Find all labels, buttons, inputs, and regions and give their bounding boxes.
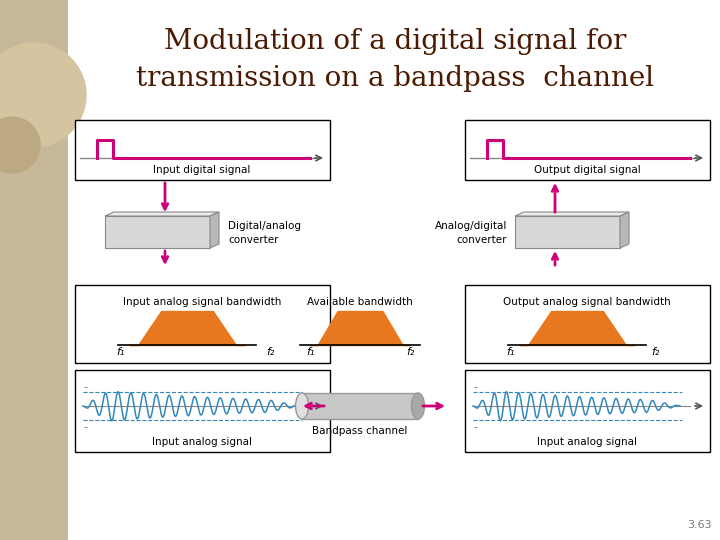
- Bar: [465, 370, 710, 452]
- Text: f₂: f₂: [406, 347, 414, 357]
- Circle shape: [0, 117, 40, 173]
- Polygon shape: [105, 216, 210, 248]
- Text: converter: converter: [456, 235, 507, 245]
- Text: Input analog signal: Input analog signal: [537, 437, 637, 447]
- Text: Available bandwidth: Available bandwidth: [307, 297, 413, 307]
- Polygon shape: [210, 212, 219, 248]
- Text: Bandpass channel: Bandpass channel: [312, 426, 408, 436]
- Circle shape: [0, 43, 86, 147]
- Text: transmission on a bandpass  channel: transmission on a bandpass channel: [136, 65, 654, 92]
- Text: f₁: f₁: [116, 347, 124, 357]
- Text: -: -: [473, 382, 477, 392]
- Text: converter: converter: [228, 235, 279, 245]
- Text: Output analog signal bandwidth: Output analog signal bandwidth: [503, 297, 671, 307]
- Text: f₂: f₂: [651, 347, 660, 357]
- Ellipse shape: [295, 393, 308, 419]
- Bar: [75, 120, 330, 180]
- Text: 3.63: 3.63: [688, 520, 712, 530]
- Text: -: -: [83, 422, 87, 432]
- Bar: [465, 285, 710, 363]
- Text: Input analog signal: Input analog signal: [152, 437, 252, 447]
- Text: f₁: f₁: [506, 347, 514, 357]
- Polygon shape: [105, 212, 219, 216]
- Text: Modulation of a digital signal for: Modulation of a digital signal for: [164, 28, 626, 55]
- Bar: [0, 0, 68, 540]
- Bar: [465, 120, 710, 180]
- Text: f₁: f₁: [306, 347, 314, 357]
- Text: Output digital signal: Output digital signal: [534, 165, 640, 175]
- Text: -: -: [473, 422, 477, 432]
- Text: Input digital signal: Input digital signal: [153, 165, 251, 175]
- Ellipse shape: [412, 393, 425, 419]
- Text: f₂: f₂: [266, 347, 274, 357]
- Text: -: -: [83, 382, 87, 392]
- Polygon shape: [515, 212, 629, 216]
- Bar: [302, 393, 418, 419]
- Text: Input analog signal bandwidth: Input analog signal bandwidth: [123, 297, 282, 307]
- Bar: [75, 285, 330, 363]
- Bar: [75, 370, 330, 452]
- Polygon shape: [620, 212, 629, 248]
- Text: Analog/digital: Analog/digital: [435, 221, 507, 231]
- Text: Digital/analog: Digital/analog: [228, 221, 301, 231]
- Polygon shape: [515, 216, 620, 248]
